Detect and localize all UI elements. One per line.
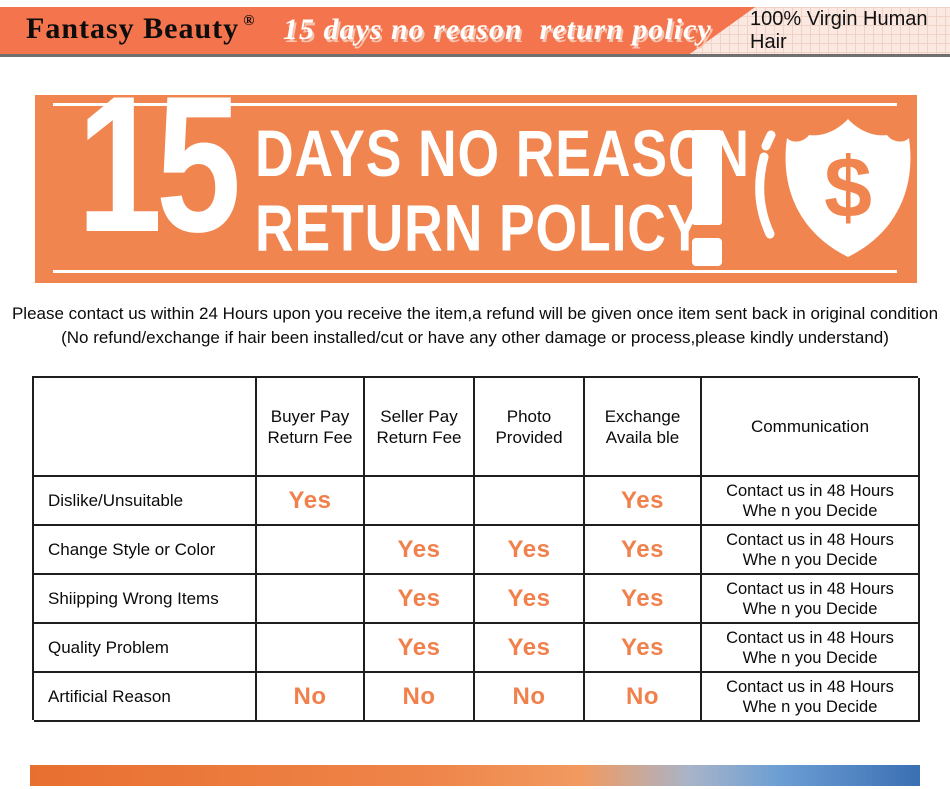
cell-communication: Contact us in 48 Hours Whe n you Decide — [702, 673, 920, 722]
row-label: Shiipping Wrong Items — [34, 575, 257, 624]
virgin-hair-label: 100% Virgin Human Hair — [750, 7, 928, 53]
cell-photo: Yes — [475, 575, 585, 624]
row-label: Change Style or Color — [34, 526, 257, 575]
cell-photo: Yes — [475, 526, 585, 575]
cell-exchange: Yes — [585, 624, 702, 673]
cell-photo — [475, 477, 585, 526]
cell-seller: Yes — [365, 575, 475, 624]
cell-seller: No — [365, 673, 475, 722]
top-header-bar: Fantasy Beauty ® 15 days no reason return… — [0, 7, 950, 57]
table-header-buyer-pay: Buyer Pay Return Fee — [257, 378, 365, 477]
cell-exchange: No — [585, 673, 702, 722]
banner-top-rule — [53, 103, 897, 106]
cell-buyer — [257, 526, 365, 575]
cell-buyer — [257, 624, 365, 673]
header-tagline: 15 days no reason return policy — [283, 13, 712, 46]
dollar-glyph: $ — [824, 140, 872, 236]
contact-notice: Please contact us within 24 Hours upon y… — [0, 302, 950, 350]
banner-headline-line1: DAYS NO REASON — [255, 117, 750, 191]
return-policy-banner: 15 DAYS NO REASON RETURN POLICY $ — [35, 68, 917, 283]
return-policy-table: Buyer Pay Return Fee Seller Pay Return F… — [32, 376, 920, 722]
exclamation-icon — [692, 130, 722, 225]
notice-line2: (No refund/exchange if hair been install… — [61, 328, 889, 347]
table-header-communication: Communication — [702, 378, 920, 477]
bottom-divider-bar — [30, 765, 920, 786]
cell-communication: Contact us in 48 Hours Whe n you Decide — [702, 477, 920, 526]
banner-headline: DAYS NO REASON RETURN POLICY — [255, 117, 750, 266]
row-label: Dislike/Unsuitable — [34, 477, 257, 526]
brand-text: Fantasy Beauty — [26, 12, 240, 45]
table-header-seller-pay: Seller Pay Return Fee — [365, 378, 475, 477]
cell-communication: Contact us in 48 Hours Whe n you Decide — [702, 526, 920, 575]
cell-buyer: Yes — [257, 477, 365, 526]
cell-photo: Yes — [475, 624, 585, 673]
banner-big-number: 15 — [77, 56, 241, 273]
cell-communication: Contact us in 48 Hours Whe n you Decide — [702, 624, 920, 673]
cell-seller: Yes — [365, 526, 475, 575]
cell-seller: Yes — [365, 624, 475, 673]
header-orange-panel — [0, 7, 756, 54]
cell-photo: No — [475, 673, 585, 722]
banner-headline-line2: RETURN POLICY — [255, 191, 704, 266]
shield-dollar-icon: $ — [751, 113, 923, 265]
banner-bottom-rule — [53, 270, 897, 273]
notice-line1: Please contact us within 24 Hours upon y… — [11, 304, 939, 323]
brand-name: Fantasy Beauty ® — [26, 12, 254, 46]
cell-buyer: No — [257, 673, 365, 722]
cell-exchange: Yes — [585, 575, 702, 624]
table-header-empty — [34, 378, 257, 477]
cell-seller — [365, 477, 475, 526]
cell-exchange: Yes — [585, 477, 702, 526]
table-header-exchange: Exchange Availa ble — [585, 378, 702, 477]
row-label: Artificial Reason — [34, 673, 257, 722]
row-label: Quality Problem — [34, 624, 257, 673]
registered-trademark-icon: ® — [243, 13, 256, 29]
cell-exchange: Yes — [585, 526, 702, 575]
cell-buyer — [257, 575, 365, 624]
table-header-photo: Photo Provided — [475, 378, 585, 477]
cell-communication: Contact us in 48 Hours Whe n you Decide — [702, 575, 920, 624]
exclamation-dot — [692, 238, 722, 266]
